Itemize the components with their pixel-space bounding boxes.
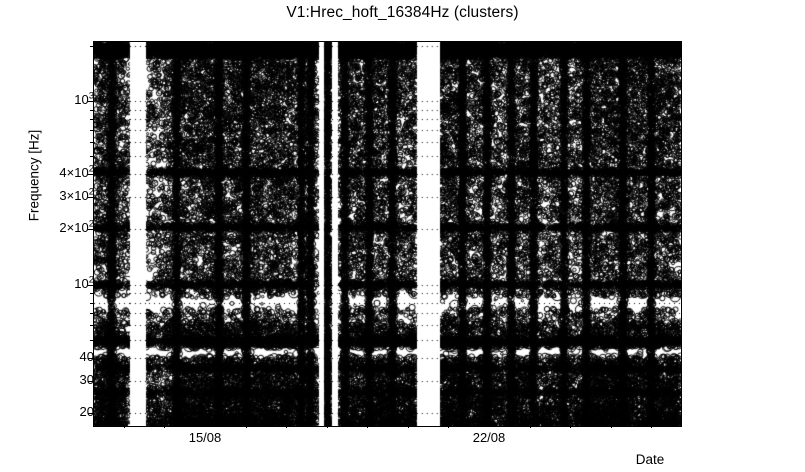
x-tick-minor-day-9 bbox=[570, 425, 572, 428]
y-tick-minor-80 bbox=[90, 302, 93, 304]
x-tick-mark-22-08 bbox=[489, 422, 490, 427]
x-tick-mark-15-08 bbox=[205, 422, 206, 427]
y-tick-label-200: 2×102 bbox=[59, 219, 94, 236]
y-tick-minor-700 bbox=[90, 129, 93, 131]
plot-title: V1:Hrec_hoft_16384Hz (clusters) bbox=[286, 4, 519, 21]
y-tick-minor-2000 bbox=[90, 45, 93, 47]
x-axis-title: Date bbox=[635, 452, 665, 467]
y-tick-minor-900 bbox=[90, 109, 93, 111]
x-tick-minor-day-8 bbox=[529, 425, 531, 428]
x-tick-minor-day--1 bbox=[164, 425, 166, 428]
y-tick-minor-500 bbox=[90, 156, 93, 158]
y-tick-mark-400 bbox=[88, 174, 93, 176]
y-tick-minor-60 bbox=[90, 325, 93, 327]
x-tick-minor-day-1 bbox=[245, 425, 247, 428]
x-tick-minor-day--2 bbox=[123, 425, 125, 428]
x-tick-minor-day-6 bbox=[448, 425, 450, 428]
y-tick-mark-20 bbox=[88, 413, 93, 415]
y-tick-mark-100 bbox=[88, 284, 93, 286]
plot-area[interactable] bbox=[93, 41, 682, 427]
scatter-canvas bbox=[94, 42, 681, 426]
y-tick-label-20: 20 bbox=[79, 404, 94, 420]
x-tick-minor-day-4 bbox=[367, 425, 369, 428]
y-tick-mark-300 bbox=[88, 197, 93, 199]
x-tick-minor-day-3 bbox=[326, 425, 328, 428]
y-tick-mark-1000 bbox=[88, 101, 93, 103]
x-tick-minor-day-10 bbox=[610, 425, 612, 428]
y-tick-label-100: 102 bbox=[74, 274, 94, 291]
y-tick-minor-600 bbox=[90, 141, 93, 143]
y-tick-minor-50 bbox=[90, 339, 93, 341]
y-tick-label-300: 3×102 bbox=[59, 186, 94, 204]
y-tick-label-40: 40 bbox=[79, 348, 94, 364]
y-tick-label-400: 4×102 bbox=[59, 163, 94, 181]
y-tick-minor-800 bbox=[90, 118, 93, 120]
x-tick-minor-day-11 bbox=[651, 425, 653, 428]
y-tick-minor-90 bbox=[90, 293, 93, 295]
x-tick-label-15-08: 15/08 bbox=[188, 430, 222, 445]
x-tick-minor-day-5 bbox=[407, 425, 409, 428]
y-tick-mark-200 bbox=[88, 229, 93, 231]
y-tick-minor-70 bbox=[90, 313, 93, 315]
x-tick-label-22-08: 22/08 bbox=[472, 430, 506, 445]
y-tick-label-1000: 103 bbox=[74, 90, 94, 108]
y-axis-title: Frequency [Hz] bbox=[26, 129, 42, 222]
y-tick-label-30: 30 bbox=[79, 371, 94, 387]
x-tick-minor-day-2 bbox=[286, 425, 288, 428]
y-tick-mark-40 bbox=[88, 357, 93, 359]
y-tick-mark-30 bbox=[88, 380, 93, 382]
